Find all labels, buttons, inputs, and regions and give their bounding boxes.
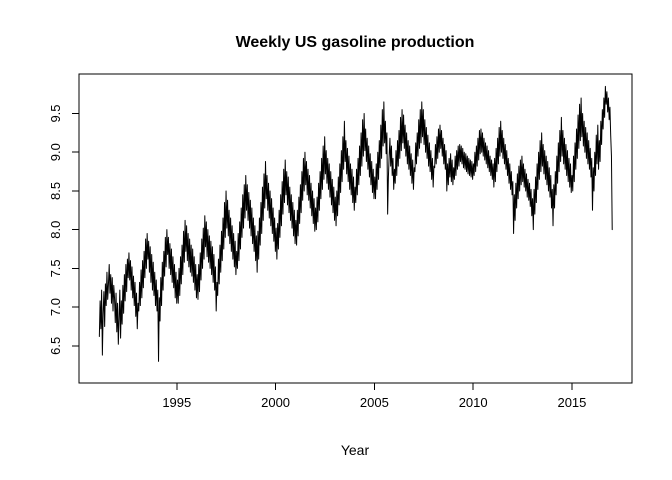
x-tick-label: 2000	[261, 395, 290, 410]
time-series-line	[98, 85, 613, 362]
x-tick-label: 2010	[459, 395, 488, 410]
y-tick-label: 8.0	[48, 221, 63, 239]
x-tick-label: 2015	[557, 395, 586, 410]
x-axis-title: Year	[341, 442, 370, 458]
y-tick-label: 9.5	[48, 104, 63, 122]
y-tick-label: 6.5	[48, 337, 63, 355]
y-tick-label: 9.0	[48, 143, 63, 161]
y-tick-label: 7.0	[48, 298, 63, 316]
y-tick-label: 8.5	[48, 182, 63, 200]
plot-box	[78, 73, 633, 384]
y-tick-label: 7.5	[48, 259, 63, 277]
chart-title: Weekly US gasoline production	[236, 34, 475, 51]
x-tick-label: 2005	[360, 395, 389, 410]
x-tick-label: 1995	[162, 395, 191, 410]
axis-ticks: 1995 2000 2005 2010 2015 6.5 7.0 7.5 8.0 8.5 9.0 9.…	[48, 104, 586, 410]
